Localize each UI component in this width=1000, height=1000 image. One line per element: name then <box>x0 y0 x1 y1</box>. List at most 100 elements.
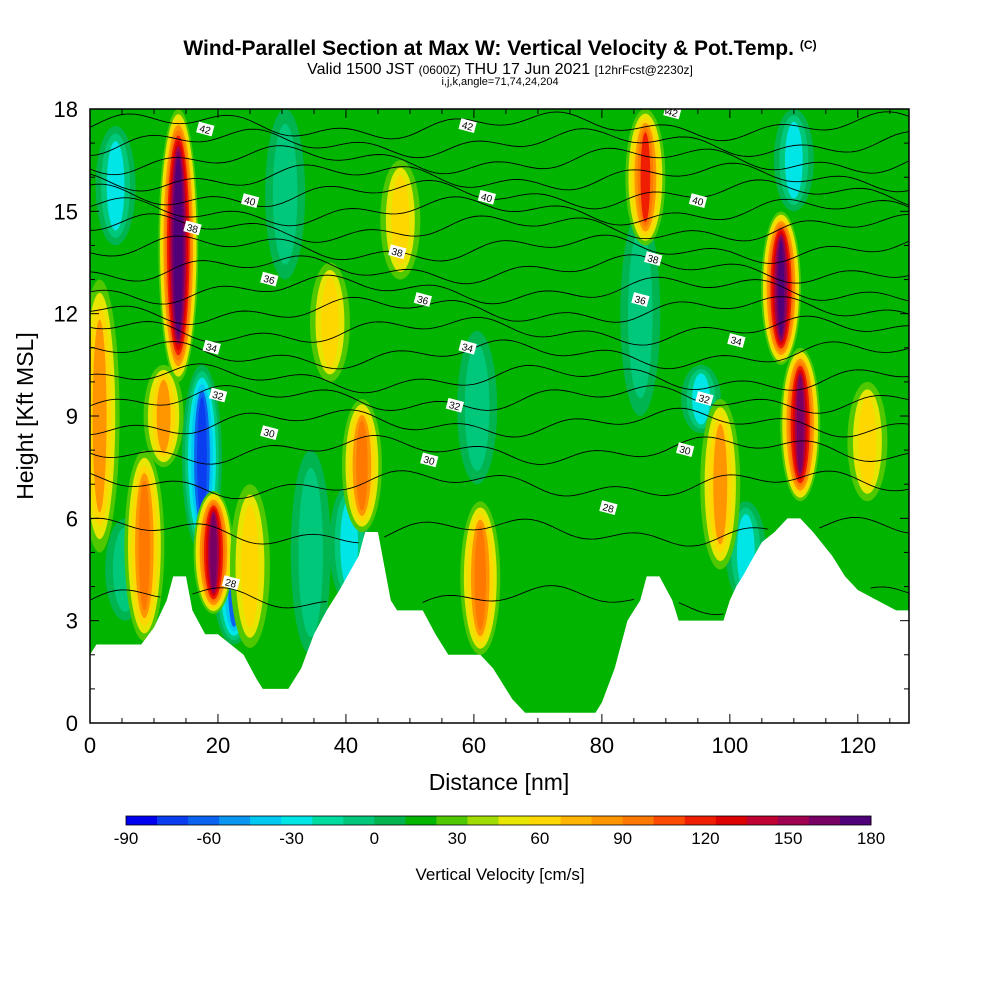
downdraft-plume <box>265 109 306 280</box>
colorbar-swatch <box>405 816 437 825</box>
plume-contour <box>321 277 339 367</box>
plume-contour <box>784 121 803 199</box>
isentrope-line <box>90 145 909 176</box>
isentrope-label: 28 <box>221 575 241 591</box>
x-tick-label: 100 <box>711 733 748 758</box>
isentrope-line <box>90 339 909 370</box>
plume-contour <box>627 229 653 399</box>
plume-contour <box>474 525 487 631</box>
svg-text:30: 30 <box>262 427 276 441</box>
plume-contour <box>713 423 728 545</box>
isentrope-line <box>90 296 909 325</box>
svg-text:42: 42 <box>665 107 679 121</box>
svg-text:38: 38 <box>185 223 199 237</box>
y-tick-label: 3 <box>66 609 78 634</box>
isentrope-line <box>90 585 909 616</box>
isentrope-label: 42 <box>196 121 215 138</box>
plume-contour <box>92 319 107 513</box>
colorbar-swatch <box>622 816 655 825</box>
colorbar-swatch <box>126 816 158 825</box>
svg-text:30: 30 <box>678 444 692 458</box>
isentrope-label: 34 <box>727 333 746 349</box>
isentrope-label: 40 <box>240 193 260 209</box>
updraft-plume <box>380 160 421 280</box>
svg-text:40: 40 <box>243 195 257 209</box>
downdraft-plume <box>95 126 136 246</box>
svg-text:38: 38 <box>646 253 660 267</box>
y-tick-label: 6 <box>66 506 78 531</box>
y-tick-label: 15 <box>54 199 78 224</box>
downdraft-plume <box>290 450 331 655</box>
colorbar-tick-label: -90 <box>114 829 139 848</box>
updraft-plume <box>341 398 382 532</box>
isentrope-label: 42 <box>663 104 682 121</box>
y-tick-label: 9 <box>66 404 78 429</box>
colorbar-tick-label: 30 <box>448 829 467 848</box>
svg-text:36: 36 <box>633 294 647 308</box>
y-tick-label: 18 <box>54 97 78 122</box>
svg-text:32: 32 <box>211 390 225 404</box>
isentrope-label: 32 <box>695 391 714 407</box>
updraft-plume <box>229 484 270 648</box>
isentrope-label: 30 <box>420 452 439 469</box>
plume-contour <box>464 344 490 471</box>
terrain-mask <box>90 518 909 723</box>
isentrope-label: 40 <box>477 189 496 206</box>
colorbar-label: Vertical Velocity [cm/s] <box>415 865 584 884</box>
colorbar-swatch <box>467 816 499 825</box>
updraft-plume <box>761 211 802 365</box>
isentrope-label: 38 <box>388 244 407 260</box>
colorbar-swatch <box>777 816 810 825</box>
updraft-plume <box>124 450 165 642</box>
x-tick-label: 60 <box>462 733 486 758</box>
downdraft-plume <box>773 109 814 212</box>
colorbar-tick-label: 0 <box>370 829 379 848</box>
updraft-plume <box>158 109 199 382</box>
isentrope-line <box>90 385 909 414</box>
colorbar-tick-label: 60 <box>530 829 549 848</box>
plume-contour <box>796 376 804 473</box>
colorbar-swatch <box>374 816 406 825</box>
colorbar-tick-label: 120 <box>691 829 719 848</box>
valid-time-line: Valid 1500 JST (0600Z) THU 17 Jun 2021 [… <box>0 61 1000 79</box>
plume-contour <box>210 514 217 591</box>
isentrope-label: 36 <box>631 292 650 308</box>
colorbar-swatch <box>839 816 872 825</box>
svg-text:28: 28 <box>224 577 238 591</box>
svg-text:42: 42 <box>460 120 474 134</box>
chart-title: Wind-Parallel Section at Max W: Vertical… <box>0 37 1000 61</box>
colorbar-tick-label: 180 <box>857 829 885 848</box>
updraft-plume <box>460 501 501 655</box>
updraft-plume <box>193 491 234 614</box>
isentrope-label: 36 <box>413 292 432 308</box>
isentrope-label: 34 <box>458 339 477 356</box>
plume-contour <box>272 123 298 265</box>
plume-contour <box>156 379 171 453</box>
svg-text:42: 42 <box>198 124 212 138</box>
plume-contour <box>778 240 785 336</box>
colorbar-frame <box>125 815 872 826</box>
isentrope-line <box>90 162 909 193</box>
isentrope-line <box>90 234 909 264</box>
isentrope-label: 38 <box>644 251 663 267</box>
isentrope-label: 32 <box>208 387 228 404</box>
isentrope-line <box>90 315 909 346</box>
isentrope-line <box>90 128 909 159</box>
isentrope-label: 40 <box>688 193 708 209</box>
colorbar-swatch <box>653 816 686 825</box>
x-axis-label: Distance [nm] <box>429 769 570 795</box>
plume-contour <box>640 132 651 223</box>
svg-text:30: 30 <box>422 455 436 469</box>
isentrope-line <box>90 435 909 465</box>
svg-text:36: 36 <box>416 294 430 308</box>
isentrope-label: 30 <box>676 442 695 458</box>
colorbar-tick-label: 90 <box>613 829 632 848</box>
colorbar-swatch <box>250 816 282 825</box>
plume-contour <box>241 504 259 628</box>
svg-text:32: 32 <box>448 400 462 414</box>
isentrope-line <box>90 254 909 285</box>
plume-contour <box>356 420 368 511</box>
isentrope-line <box>90 274 909 305</box>
colorbar-tick-label: 150 <box>774 829 802 848</box>
